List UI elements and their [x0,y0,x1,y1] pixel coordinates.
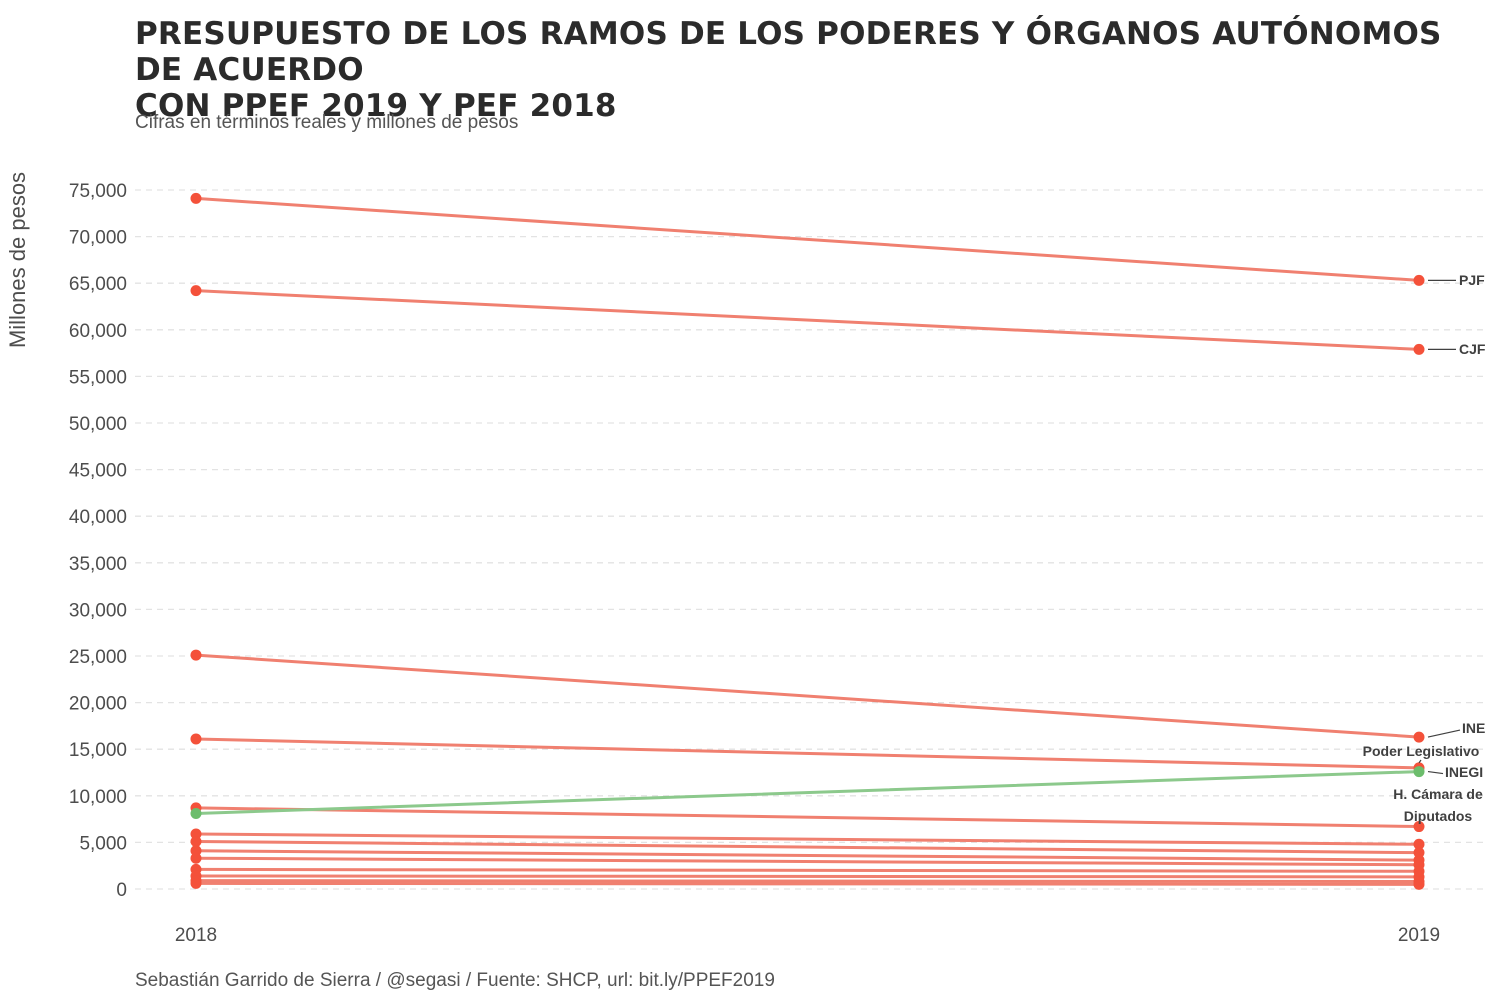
y-axis-label: Millones de pesos [5,172,30,348]
series-point [190,835,202,847]
chart-title: PRESUPUESTO DE LOS RAMOS DE LOS PODERES … [135,16,1485,124]
y-tick-label: 0 [116,880,127,901]
y-tick-label: 40,000 [69,507,127,528]
y-axis-ticks: 0 5,000 10,000 15,000 20,000 25,000 30,000 35,0… [69,181,127,901]
label-leader [1427,729,1461,738]
series-point [1413,343,1425,355]
y-tick-label: 30,000 [69,600,127,621]
series-line [194,289,1421,351]
series-point [190,877,202,889]
series-point [190,852,202,864]
y-tick-label: 35,000 [69,554,127,575]
series-line [194,770,1421,816]
series-line [194,856,1421,867]
chart-title-line-1: PRESUPUESTO DE LOS RAMOS DE LOS PODERES … [135,16,1442,88]
y-tick-label: 5,000 [79,833,127,854]
series-line [194,196,1421,282]
y-tick-label: 15,000 [69,740,127,761]
series-point [1413,766,1425,778]
y-tick-label: 20,000 [69,694,127,715]
series-line [194,881,1421,886]
series-point [190,649,202,661]
series-line [194,867,1421,873]
series-line [194,879,1421,884]
x-tick-label: 2018 [175,925,217,946]
x-axis-ticks: 2018 2019 [175,925,1440,946]
series-labels: PJF CJF INE Poder Legislativo INEGI H. Cámara… [1363,272,1486,824]
y-tick-label: 65,000 [69,274,127,295]
y-tick-label: 10,000 [69,787,127,808]
series-point [1413,878,1425,890]
x-tick-label: 2019 [1398,925,1440,946]
chart-title-line-2: CON PPEF 2019 Y PEF 2018 [135,88,617,124]
series-label: CJF [1459,341,1486,357]
series-point [1413,821,1425,833]
series-line [194,839,1421,855]
y-tick-label: 60,000 [69,321,127,342]
series-point [1413,838,1425,850]
series-label: INEGI [1445,764,1483,780]
series-point [190,733,202,745]
series-point [1413,274,1425,286]
grid-layer [135,189,1485,890]
series-label: Poder Legislativo [1363,743,1480,759]
series-label: H. Cámara de [1393,786,1483,802]
y-tick-label: 75,000 [69,181,127,202]
series-line [194,849,1421,862]
series-line [194,806,1421,829]
chart-subtitle: Cifras en términos reales y millones de … [135,112,519,133]
series-label: INE [1462,720,1485,736]
y-tick-label: 50,000 [69,414,127,435]
series-label: PJF [1459,272,1485,288]
series-line [194,874,1421,879]
series-point [190,285,202,297]
series-point [190,192,202,204]
y-tick-label: 70,000 [69,228,127,249]
y-tick-label: 45,000 [69,461,127,482]
chart-caption: Sebastián Garrido de Sierra / @segasi / … [135,970,775,991]
y-tick-label: 25,000 [69,647,127,668]
series-line [194,653,1421,739]
series-line [194,737,1421,770]
series-point [1413,731,1425,743]
series-lines [194,196,1421,886]
label-leader [1418,759,1422,764]
y-tick-label: 55,000 [69,367,127,388]
series-line [194,832,1421,846]
series-label: Diputados [1404,808,1473,824]
series-points [190,192,1425,890]
series-point [190,808,202,820]
label-leader [1427,770,1444,775]
